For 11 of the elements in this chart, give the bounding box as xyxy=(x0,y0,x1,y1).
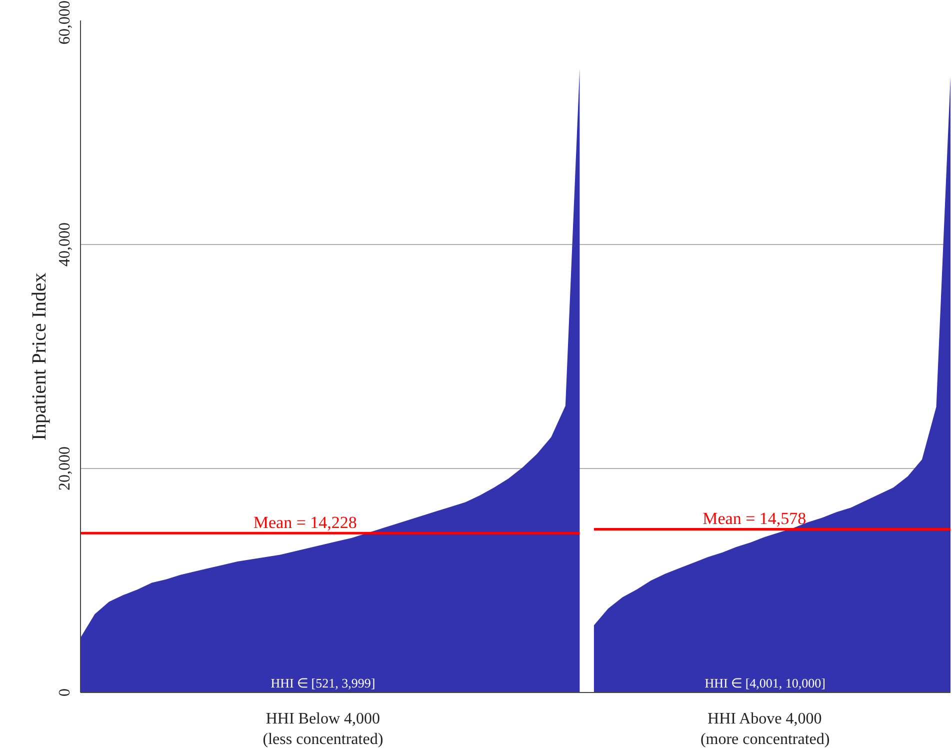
x-tick-label: HHI Above 4,000 (more concentrated) xyxy=(700,710,830,748)
x-tick-label: HHI Below 4,000 (less concentrated) xyxy=(262,710,384,748)
y-axis-title: Inpatient Price Index xyxy=(28,272,50,440)
annotation: HHI ∈ [521, 3,999] xyxy=(270,676,376,690)
annotation: HHI ∈ [4,001, 10,000] xyxy=(704,676,826,690)
y-tick-label: 40,000 xyxy=(56,222,74,266)
series-label: Mean = 14,578 xyxy=(702,509,806,528)
y-tick-label: 0 xyxy=(56,688,74,696)
y-tick-label: 60,000 xyxy=(56,0,74,44)
y-tick-label: 20,000 xyxy=(56,446,74,490)
series-label: Mean = 14,228 xyxy=(253,513,357,532)
